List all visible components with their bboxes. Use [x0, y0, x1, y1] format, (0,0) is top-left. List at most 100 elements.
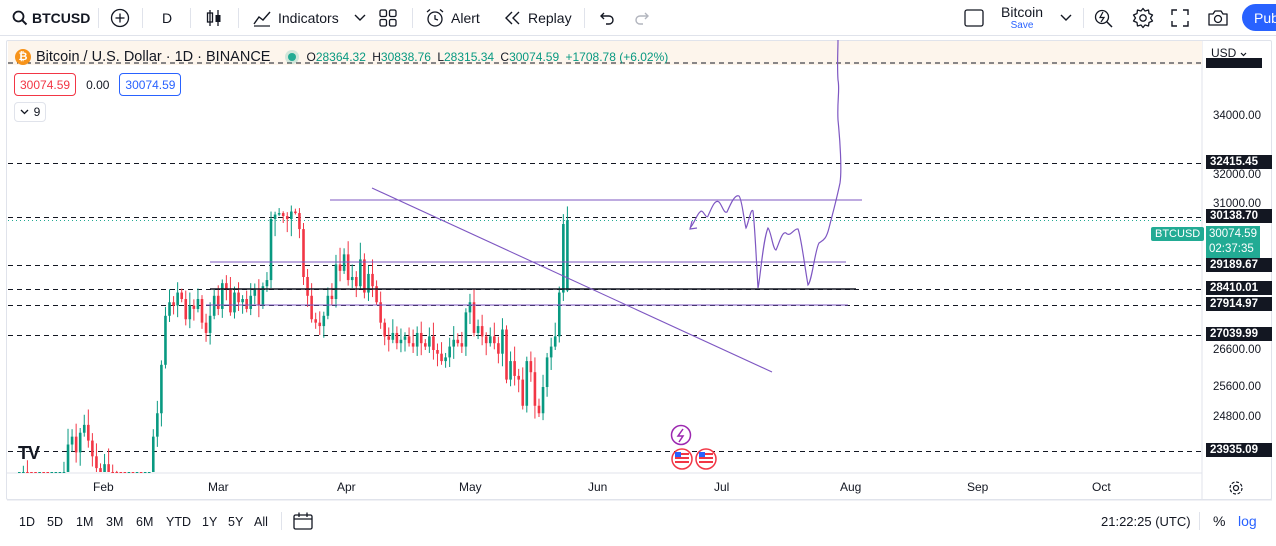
range-ytd-button[interactable]: YTD	[166, 515, 191, 529]
divider	[281, 512, 282, 530]
candle-body	[460, 343, 464, 347]
replay-button[interactable]: Replay	[504, 0, 572, 36]
chevron-down-icon	[1060, 14, 1072, 22]
candle-body	[58, 472, 62, 473]
symbol-search-button[interactable]: BTCUSD	[12, 0, 90, 36]
candle-body	[415, 332, 419, 347]
divider	[98, 8, 99, 28]
candle-body	[306, 276, 309, 296]
candle-body	[403, 336, 407, 340]
range-6m-button[interactable]: 6M	[136, 515, 154, 529]
candle-body	[448, 346, 451, 358]
candle-body	[383, 322, 386, 337]
fullscreen-button[interactable]	[1170, 0, 1190, 36]
candle-body	[249, 295, 253, 309]
lightning-event-icon[interactable]	[670, 424, 692, 446]
gear-icon	[1132, 7, 1154, 29]
quick-search-button[interactable]	[1093, 0, 1115, 36]
range-3m-button[interactable]: 3M	[106, 515, 124, 529]
projection-path[interactable]	[689, 39, 842, 289]
indicators-toggle-button[interactable]: 9	[14, 102, 46, 122]
candle-body	[529, 361, 533, 373]
candle-body	[62, 472, 66, 473]
time-axis-label: Aug	[840, 480, 862, 494]
legend: ₿ Bitcoin / U.S. Dollar · 1D · BINANCE O…	[15, 47, 671, 67]
alert-button[interactable]: Alert	[425, 0, 480, 36]
compare-button[interactable]	[110, 0, 130, 36]
percent-scale-button[interactable]: %	[1213, 513, 1226, 529]
range-5d-button[interactable]: 5D	[47, 515, 63, 529]
snapshot-button[interactable]	[1206, 0, 1230, 36]
candle-body	[225, 283, 228, 290]
candle-body	[241, 299, 244, 303]
candle-body	[131, 472, 135, 473]
redo-button[interactable]	[634, 0, 652, 36]
candle-body	[387, 336, 391, 340]
indicators-button[interactable]: Indicators	[252, 0, 339, 36]
layout-select-button[interactable]	[963, 0, 985, 36]
undo-button[interactable]	[597, 0, 615, 36]
publish-button[interactable]: Pub	[1242, 4, 1276, 31]
event-markers[interactable]	[670, 424, 717, 470]
candle-body	[119, 472, 123, 473]
range-1d-button[interactable]: 1D	[19, 515, 35, 529]
candle-body	[127, 472, 131, 473]
candle-body	[123, 472, 127, 473]
alert-label: Alert	[451, 10, 480, 26]
utc-clock[interactable]: 21:22:25 (UTC)	[1101, 514, 1191, 529]
square-icon	[963, 8, 985, 28]
buy-button[interactable]: 30074.59	[119, 73, 182, 96]
candle-body	[66, 444, 70, 472]
indicator-templates-button[interactable]	[354, 0, 366, 36]
range-5y-button[interactable]: 5Y	[228, 515, 244, 529]
current-price: 30074.59	[1209, 228, 1257, 240]
fullscreen-icon	[1170, 8, 1190, 28]
candle-body	[30, 472, 33, 473]
candle-body	[143, 472, 147, 473]
sell-button[interactable]: 30074.59	[14, 73, 77, 96]
range-all-button[interactable]: All	[254, 515, 268, 529]
range-1y-button[interactable]: 1Y	[202, 515, 218, 529]
candle-body	[285, 216, 289, 219]
layout-name-block[interactable]: Bitcoin Save	[1001, 4, 1043, 31]
symbol-title[interactable]: Bitcoin / U.S. Dollar · 1D · BINANCE	[36, 49, 271, 65]
candle-body	[139, 472, 143, 473]
currency-selector[interactable]: USD	[1211, 46, 1247, 60]
tradingview-logo[interactable]: TV	[18, 443, 40, 463]
open-label: O	[306, 50, 316, 64]
candle-body	[545, 357, 549, 387]
candle-body	[200, 299, 204, 323]
candle-body	[521, 379, 525, 406]
divider	[190, 8, 191, 28]
candlestick-series	[18, 205, 569, 473]
layout-menu-button[interactable]	[1060, 0, 1072, 36]
interval-button[interactable]: D	[162, 0, 172, 36]
layouts-button[interactable]	[378, 0, 398, 36]
downtrend-line[interactable]	[371, 187, 773, 373]
search-icon	[12, 10, 28, 26]
range-1m-button[interactable]: 1M	[76, 515, 94, 529]
chevron-down-icon	[1240, 52, 1247, 57]
candle-body	[38, 472, 41, 473]
candle-body	[440, 353, 443, 362]
candle-body	[379, 302, 382, 323]
candle-body	[476, 326, 480, 333]
log-scale-button[interactable]: log	[1238, 513, 1257, 529]
candle-body	[188, 305, 192, 320]
candle-body	[46, 472, 50, 473]
chart-type-button[interactable]	[205, 0, 223, 36]
settings-button[interactable]	[1132, 0, 1154, 36]
gear-icon	[1229, 481, 1243, 495]
chevron-down-icon	[20, 109, 29, 115]
candle-body	[428, 336, 431, 347]
date-range-button[interactable]	[292, 511, 314, 536]
buy-price: 30074.59	[125, 77, 176, 92]
candle-body	[541, 387, 545, 414]
ohlc-values: O28364.32 H30838.76 L28315.34 C30074.59 …	[306, 50, 671, 64]
auto-scale-button[interactable]	[1228, 480, 1244, 501]
candle-body	[151, 436, 155, 472]
time-axis-label: Sep	[967, 480, 989, 494]
candle-body	[111, 472, 114, 473]
bitcoin-logo-icon: ₿	[15, 49, 31, 65]
